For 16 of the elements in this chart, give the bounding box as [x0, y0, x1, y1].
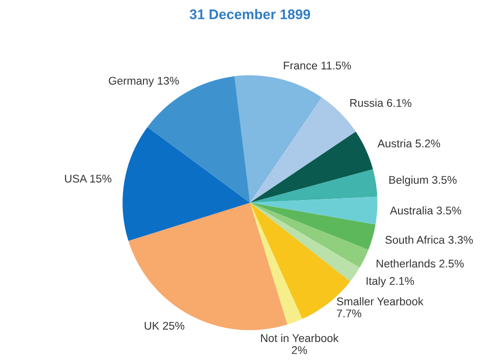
slice-label: Germany 13%: [108, 76, 179, 87]
slice-label: Smaller Yearbook: [336, 297, 424, 306]
slice-label: Australia 3.5%: [390, 206, 462, 214]
slice-label: USA 15%: [65, 174, 112, 183]
slice-label: Italy 2.1%: [366, 276, 414, 288]
data-label: 7.7%: [336, 310, 362, 318]
slice-label: Netherlands 2.5%: [376, 259, 464, 268]
slice-label: Russia 6.1%: [350, 98, 412, 107]
slice-label: Belgium 3.5%: [389, 176, 457, 186]
slice-label: South Africa 3.3%: [385, 236, 473, 244]
slice-label: UK 25%: [144, 322, 184, 330]
data-label: 2%: [292, 346, 308, 354]
slice-label: Austria 5.2%: [378, 139, 440, 148]
chart-title: 31 December 1899: [190, 9, 310, 20]
slice-label: Not in Yearbook: [261, 334, 339, 342]
slice-label: France 11.5%: [284, 62, 351, 70]
